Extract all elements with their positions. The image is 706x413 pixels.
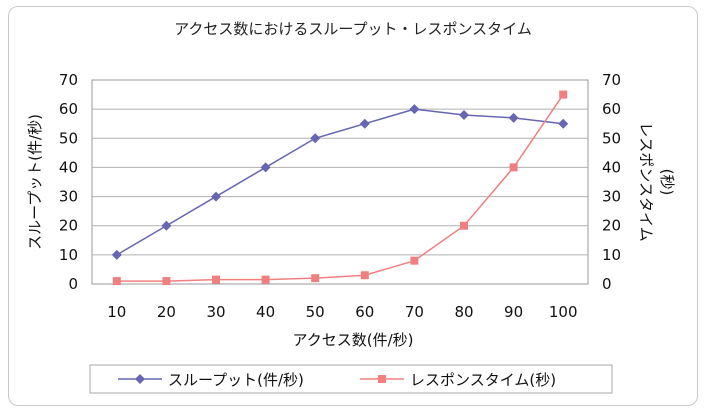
grid-lines (92, 108, 588, 256)
series-layer (111, 90, 569, 286)
data-point-response-time (559, 90, 568, 99)
left-axis-ticks: 0 10 20 30 40 50 60 70 (59, 71, 78, 293)
legend-item-response-time: レスポンスタイム(秒) (360, 371, 556, 389)
data-point-response-time (112, 277, 121, 286)
data-point-throughput (310, 133, 321, 144)
data-point-throughput (508, 112, 519, 123)
right-tick-label: 50 (602, 129, 621, 147)
data-point-throughput (359, 118, 370, 129)
data-point-throughput (211, 191, 221, 202)
data-point-throughput (111, 249, 122, 260)
x-tick-label: 30 (206, 303, 225, 321)
data-point-response-time (162, 277, 171, 286)
plot-area (91, 79, 589, 285)
data-point-response-time (360, 271, 369, 280)
legend-label-response-time: レスポンスタイム(秒) (410, 371, 556, 389)
x-tick-label: 70 (405, 303, 424, 321)
legend-marker-diamond-icon (135, 374, 145, 384)
data-point-response-time (261, 275, 270, 284)
data-point-response-time (460, 221, 468, 230)
data-point-throughput (558, 118, 569, 129)
x-tick-label: 50 (306, 303, 325, 321)
legend-item-throughput: スループット(件/秒) (118, 371, 304, 389)
x-tick-label: 10 (107, 303, 126, 321)
x-tick-label: 20 (157, 303, 176, 321)
right-tick-label: 0 (602, 275, 612, 293)
left-tick-label: 50 (59, 129, 78, 147)
right-tick-label: 10 (602, 246, 621, 264)
data-point-response-time (410, 256, 419, 265)
y-axis-label-right-line2: (秒) (658, 169, 676, 196)
chart-title: アクセス数におけるスループット・レスポンスタイム (174, 20, 532, 38)
right-tick-label: 30 (602, 188, 621, 206)
series-line-throughput (116, 108, 564, 256)
left-tick-label: 0 (68, 275, 78, 293)
right-tick-label: 40 (602, 158, 621, 176)
y-axis-label-left: スループット(件/秒) (26, 114, 44, 250)
x-tick-label: 60 (355, 303, 374, 321)
series-line-response-time (116, 94, 564, 282)
right-tick-label: 60 (602, 100, 621, 118)
data-point-throughput (459, 109, 469, 120)
left-tick-label: 60 (59, 100, 78, 118)
x-tick-label: 80 (454, 303, 473, 321)
data-point-throughput (260, 162, 271, 173)
left-tick-label: 10 (59, 246, 78, 264)
left-tick-label: 70 (59, 71, 78, 89)
x-axis-label: アクセス数(件/秒) (292, 331, 413, 349)
left-tick-label: 30 (59, 188, 78, 206)
x-tick-label: 40 (256, 303, 275, 321)
x-axis-ticks: 10 20 30 40 50 60 70 80 90 100 (107, 303, 577, 321)
right-tick-label: 70 (602, 71, 621, 89)
data-point-throughput (409, 104, 420, 115)
left-tick-label: 40 (59, 158, 78, 176)
x-tick-label: 90 (504, 303, 523, 321)
data-point-throughput (161, 220, 172, 231)
x-tick-label: 100 (549, 303, 578, 321)
legend-box (89, 364, 613, 394)
data-point-response-time (509, 163, 518, 172)
legend-marker-square-icon (378, 375, 386, 383)
left-tick-label: 20 (59, 217, 78, 235)
right-axis-ticks: 0 10 20 30 40 50 60 70 (602, 71, 621, 293)
legend-label-throughput: スループット(件/秒) (168, 371, 304, 389)
data-point-response-time (212, 275, 220, 284)
right-tick-label: 20 (602, 217, 621, 235)
y-axis-label-right-line1: レスポンスタイム (637, 122, 655, 241)
data-point-response-time (311, 274, 320, 283)
